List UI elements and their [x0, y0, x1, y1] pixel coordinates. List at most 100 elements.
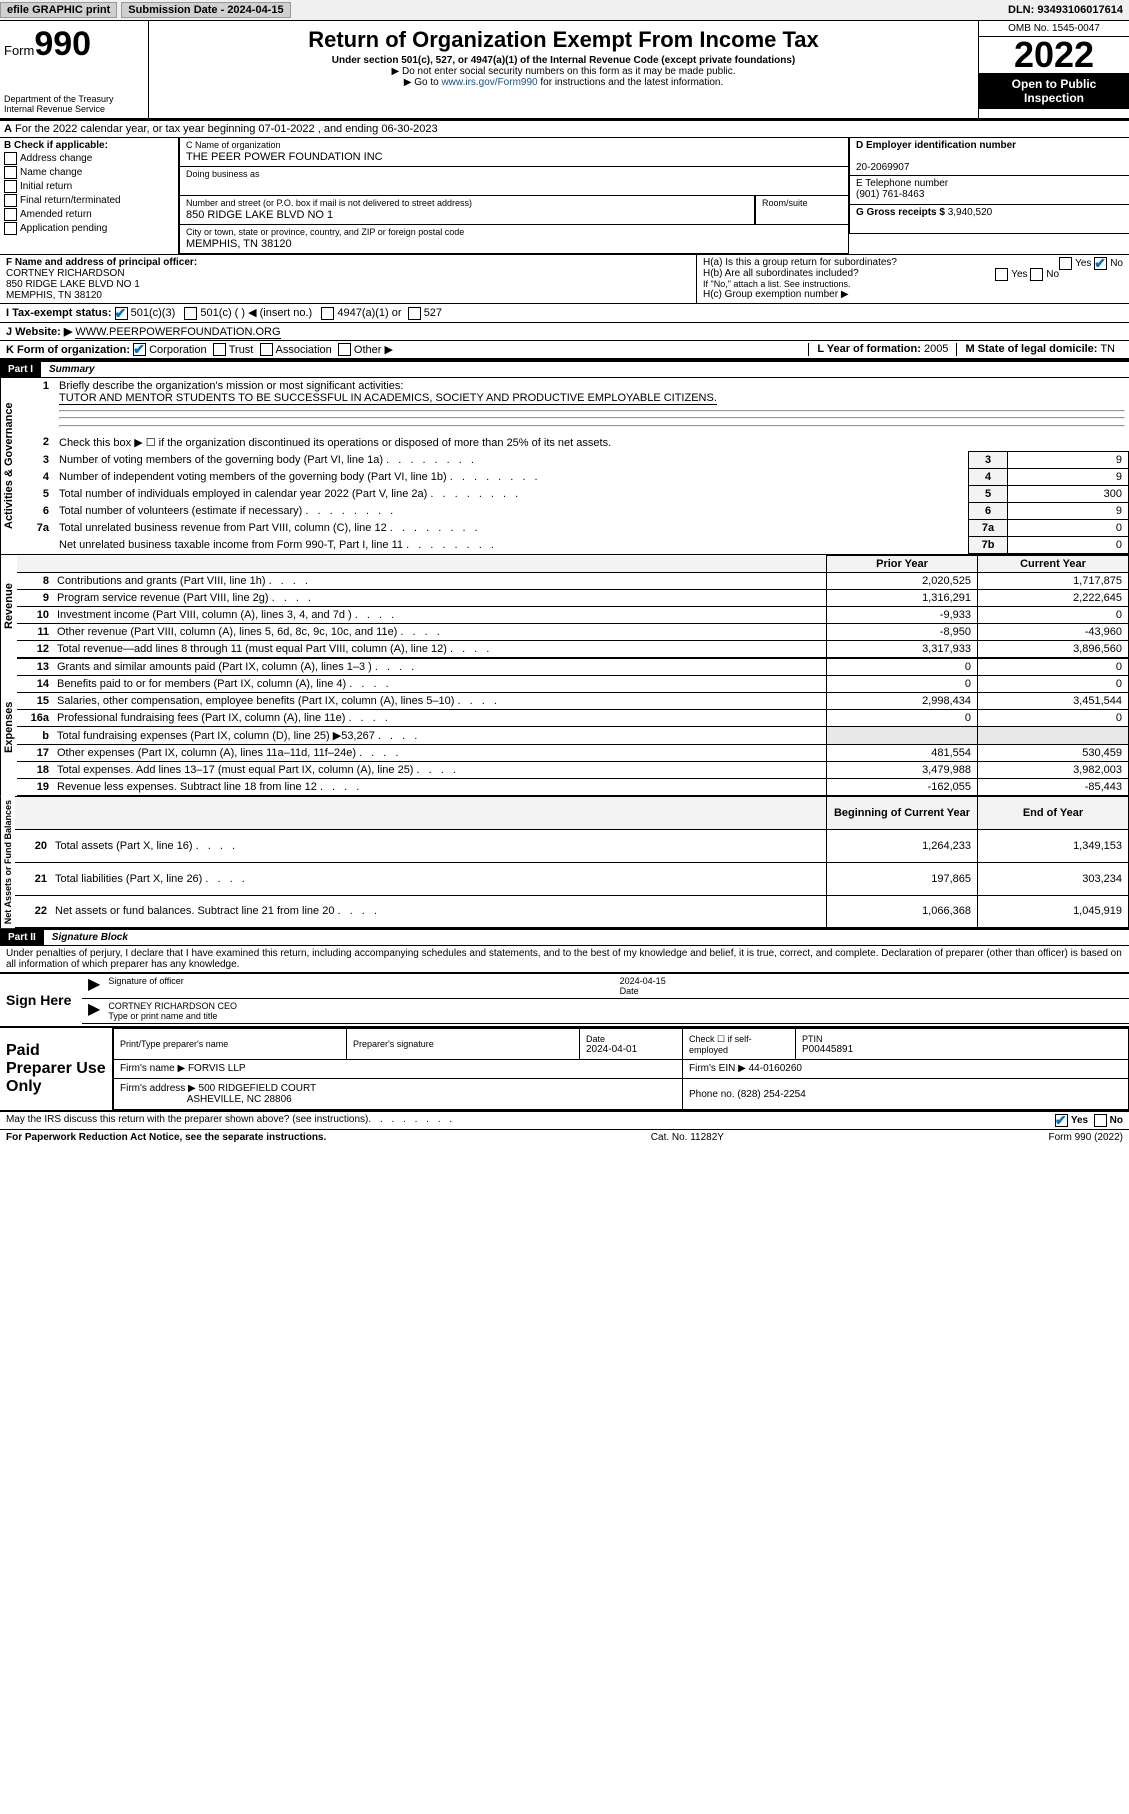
perjury-declaration: Under penalties of perjury, I declare th…	[0, 946, 1129, 972]
preparer-label: Paid Preparer Use Only	[0, 1028, 113, 1110]
discuss-yes-cb[interactable]	[1055, 1114, 1068, 1127]
goto-suffix: for instructions and the latest informat…	[538, 77, 724, 88]
k-other-cb[interactable]	[338, 343, 351, 356]
vtab-expenses: Expenses	[0, 658, 17, 796]
part2-badge: Part II	[0, 930, 44, 945]
cb-initial-return[interactable]: Initial return	[4, 180, 174, 193]
irs-link[interactable]: www.irs.gov/Form990	[441, 77, 537, 88]
hdr-prior: Prior Year	[827, 556, 978, 573]
fin-prior: -9,933	[827, 607, 978, 624]
fin-num: 8	[17, 573, 53, 590]
part1-header: Part I Summary	[0, 360, 1129, 378]
line-num	[17, 537, 55, 554]
m-label: M State of legal domicile:	[965, 343, 1097, 355]
top-bar: efile GRAPHIC print Submission Date - 20…	[0, 0, 1129, 21]
firm-addr-label: Firm's address ▶	[120, 1083, 196, 1094]
ptin-value: P00445891	[802, 1044, 853, 1055]
fin-desc: Other expenses (Part IX, column (A), lin…	[53, 745, 827, 762]
hb-no-cb[interactable]	[1030, 268, 1043, 281]
cat-no: Cat. No. 11282Y	[651, 1132, 724, 1143]
section-b-label: B Check if applicable:	[4, 140, 108, 151]
fin-num: b	[17, 727, 53, 745]
prep-sig-label: Preparer's signature	[353, 1039, 573, 1049]
fin-desc: Professional fundraising fees (Part IX, …	[53, 710, 827, 727]
fin-prior: 2,998,434	[827, 693, 978, 710]
fin-num: 22	[15, 895, 51, 928]
k-corp-cb[interactable]	[133, 343, 146, 356]
fin-prior: 0	[827, 710, 978, 727]
line-desc: Number of independent voting members of …	[55, 469, 969, 486]
ssn-note: ▶ Do not enter social security numbers o…	[153, 66, 974, 77]
part1-badge: Part I	[0, 362, 41, 377]
officer-block: F Name and address of principal officer:…	[0, 254, 1129, 303]
line-box: 7a	[969, 520, 1008, 537]
efile-button[interactable]: efile GRAPHIC print	[0, 2, 117, 18]
i-4947-cb[interactable]	[321, 307, 334, 320]
h-a: H(a) Is this a group return for subordin…	[703, 257, 1123, 268]
dept-treasury: Department of the Treasury Internal Reve…	[4, 94, 144, 114]
section-klm: K Form of organization: Corporation Trus…	[0, 340, 1129, 361]
room-label: Room/suite	[762, 198, 808, 208]
hb-note: If "No," attach a list. See instructions…	[703, 279, 1123, 289]
cb-address-change[interactable]: Address change	[4, 152, 174, 165]
line-desc: Total unrelated business revenue from Pa…	[55, 520, 969, 537]
firm-addr1: 500 RIDGEFIELD COURT	[199, 1083, 317, 1094]
i-label: I Tax-exempt status:	[6, 307, 112, 319]
fin-curr: 3,896,560	[978, 641, 1129, 658]
website-value[interactable]: WWW.PEERPOWERFOUNDATION.ORG	[75, 326, 280, 339]
open-to-public: Open to Public Inspection	[979, 73, 1129, 109]
i-527-cb[interactable]	[408, 307, 421, 320]
line-desc: Net unrelated business taxable income fr…	[55, 537, 969, 554]
form-number: Form990	[4, 25, 144, 64]
fin-desc: Revenue less expenses. Subtract line 18 …	[53, 779, 827, 796]
fin-desc: Other revenue (Part VIII, column (A), li…	[53, 624, 827, 641]
fin-desc: Net assets or fund balances. Subtract li…	[51, 895, 827, 928]
fin-desc: Total liabilities (Part X, line 26) . . …	[51, 862, 827, 895]
part2-header: Part II Signature Block	[0, 928, 1129, 946]
line-value: 9	[1008, 452, 1129, 469]
k-trust-cb[interactable]	[213, 343, 226, 356]
submission-date-button[interactable]: Submission Date - 2024-04-15	[121, 2, 290, 18]
line-desc: Total number of volunteers (estimate if …	[55, 503, 969, 520]
fin-num: 9	[17, 590, 53, 607]
fin-curr: -43,960	[978, 624, 1129, 641]
hdr-curr: Current Year	[978, 556, 1129, 573]
form-ref: Form 990 (2022)	[1049, 1132, 1123, 1143]
section-i: I Tax-exempt status: 501(c)(3) 501(c) ( …	[0, 303, 1129, 322]
sig-date-value: 2024-04-15	[620, 976, 666, 986]
hdr-end: End of Year	[978, 797, 1129, 830]
k-assoc-cb[interactable]	[260, 343, 273, 356]
cb-app-pending[interactable]: Application pending	[4, 222, 174, 235]
i-501c-cb[interactable]	[184, 307, 197, 320]
cb-name-change[interactable]: Name change	[4, 166, 174, 179]
fin-num: 10	[17, 607, 53, 624]
fin-curr: 0	[978, 607, 1129, 624]
fin-desc: Salaries, other compensation, employee b…	[53, 693, 827, 710]
officer-name: CORTNEY RICHARDSON	[6, 268, 125, 279]
hb-yes-cb[interactable]	[995, 268, 1008, 281]
firm-ein-label: Firm's EIN ▶	[689, 1063, 746, 1074]
dba-label: Doing business as	[186, 169, 260, 179]
fin-prior: 1,264,233	[827, 829, 978, 862]
prep-date: 2024-04-01	[586, 1044, 637, 1055]
city-value: MEMPHIS, TN 38120	[186, 238, 292, 250]
fin-curr: 3,982,003	[978, 762, 1129, 779]
addr-value: 850 RIDGE LAKE BLVD NO 1	[186, 209, 333, 221]
fin-curr: 0	[978, 676, 1129, 693]
line-box: 3	[969, 452, 1008, 469]
ha-no-cb[interactable]	[1094, 257, 1107, 270]
i-501c3-cb[interactable]	[115, 307, 128, 320]
gross-value: 3,940,520	[948, 207, 993, 218]
ha-yes-cb[interactable]	[1059, 257, 1072, 270]
line-desc: Number of voting members of the governin…	[55, 452, 969, 469]
fin-desc: Contributions and grants (Part VIII, lin…	[53, 573, 827, 590]
sign-here-label: Sign Here	[0, 974, 82, 1026]
sign-arrow-icon: ▶	[82, 974, 106, 998]
cb-final-return[interactable]: Final return/terminated	[4, 194, 174, 207]
cb-amended[interactable]: Amended return	[4, 208, 174, 221]
discuss-no-cb[interactable]	[1094, 1114, 1107, 1127]
fin-num: 17	[17, 745, 53, 762]
fin-num: 12	[17, 641, 53, 658]
ein-label: D Employer identification number	[856, 140, 1016, 151]
line-value: 9	[1008, 503, 1129, 520]
